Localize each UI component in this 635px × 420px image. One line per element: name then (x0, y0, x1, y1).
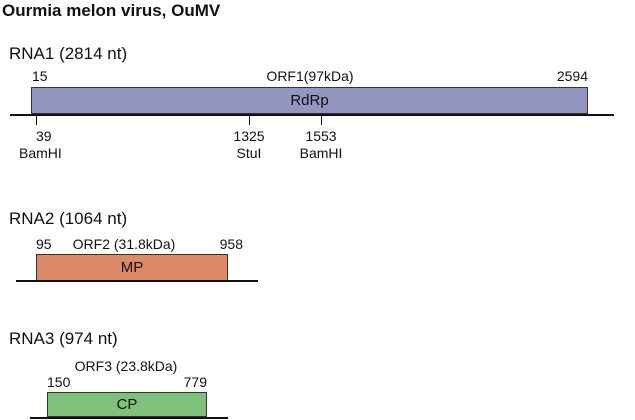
site-tick-stui-1325 (249, 116, 250, 125)
rna1-orf-end: 2594 (556, 68, 588, 84)
site-enzyme-stui-1325: StuI (236, 145, 262, 161)
rna2-genome-line (16, 280, 258, 282)
rdrp-protein-label: RdRp (290, 92, 329, 109)
site-enzyme-bamhi-39: BamHI (19, 145, 62, 161)
site-pos-39: 39 (36, 128, 52, 144)
rna3-label: RNA3 (974 nt) (9, 329, 118, 348)
diagram-title: Ourmia melon virus, OuMV (2, 1, 221, 20)
cp-protein-label: CP (116, 396, 138, 413)
rna3-orf-name: ORF3 (23.8kDa) (74, 358, 178, 374)
site-enzyme-bamhi-1553: BamHI (299, 145, 343, 161)
rna2-orf-end: 958 (219, 236, 243, 252)
rna1-orf-name: ORF1(97kDa) (266, 68, 354, 84)
rna3-genome-line (30, 417, 228, 419)
cp-orf-box: CP (47, 392, 207, 417)
mp-orf-box: MP (36, 254, 228, 281)
rna3-orf-start: 150 (47, 374, 71, 390)
rna2-orf-name: ORF2 (31.8kDa) (72, 236, 176, 252)
site-pos-1553: 1553 (305, 128, 337, 144)
rna1-label: RNA1 (2814 nt) (9, 44, 128, 63)
site-pos-1325: 1325 (233, 128, 265, 144)
site-tick-bamhi-39 (36, 116, 37, 125)
rna1-genome-line (10, 114, 614, 116)
rna2-label: RNA2 (1064 nt) (9, 209, 128, 228)
rdrp-orf-box: RdRp (31, 87, 588, 114)
mp-protein-label: MP (120, 259, 144, 276)
rna3-orf-end: 779 (183, 374, 207, 390)
rna2-orf-start: 95 (36, 236, 52, 252)
rna1-orf-start: 15 (32, 68, 48, 84)
site-tick-bamhi-1553 (321, 116, 322, 125)
